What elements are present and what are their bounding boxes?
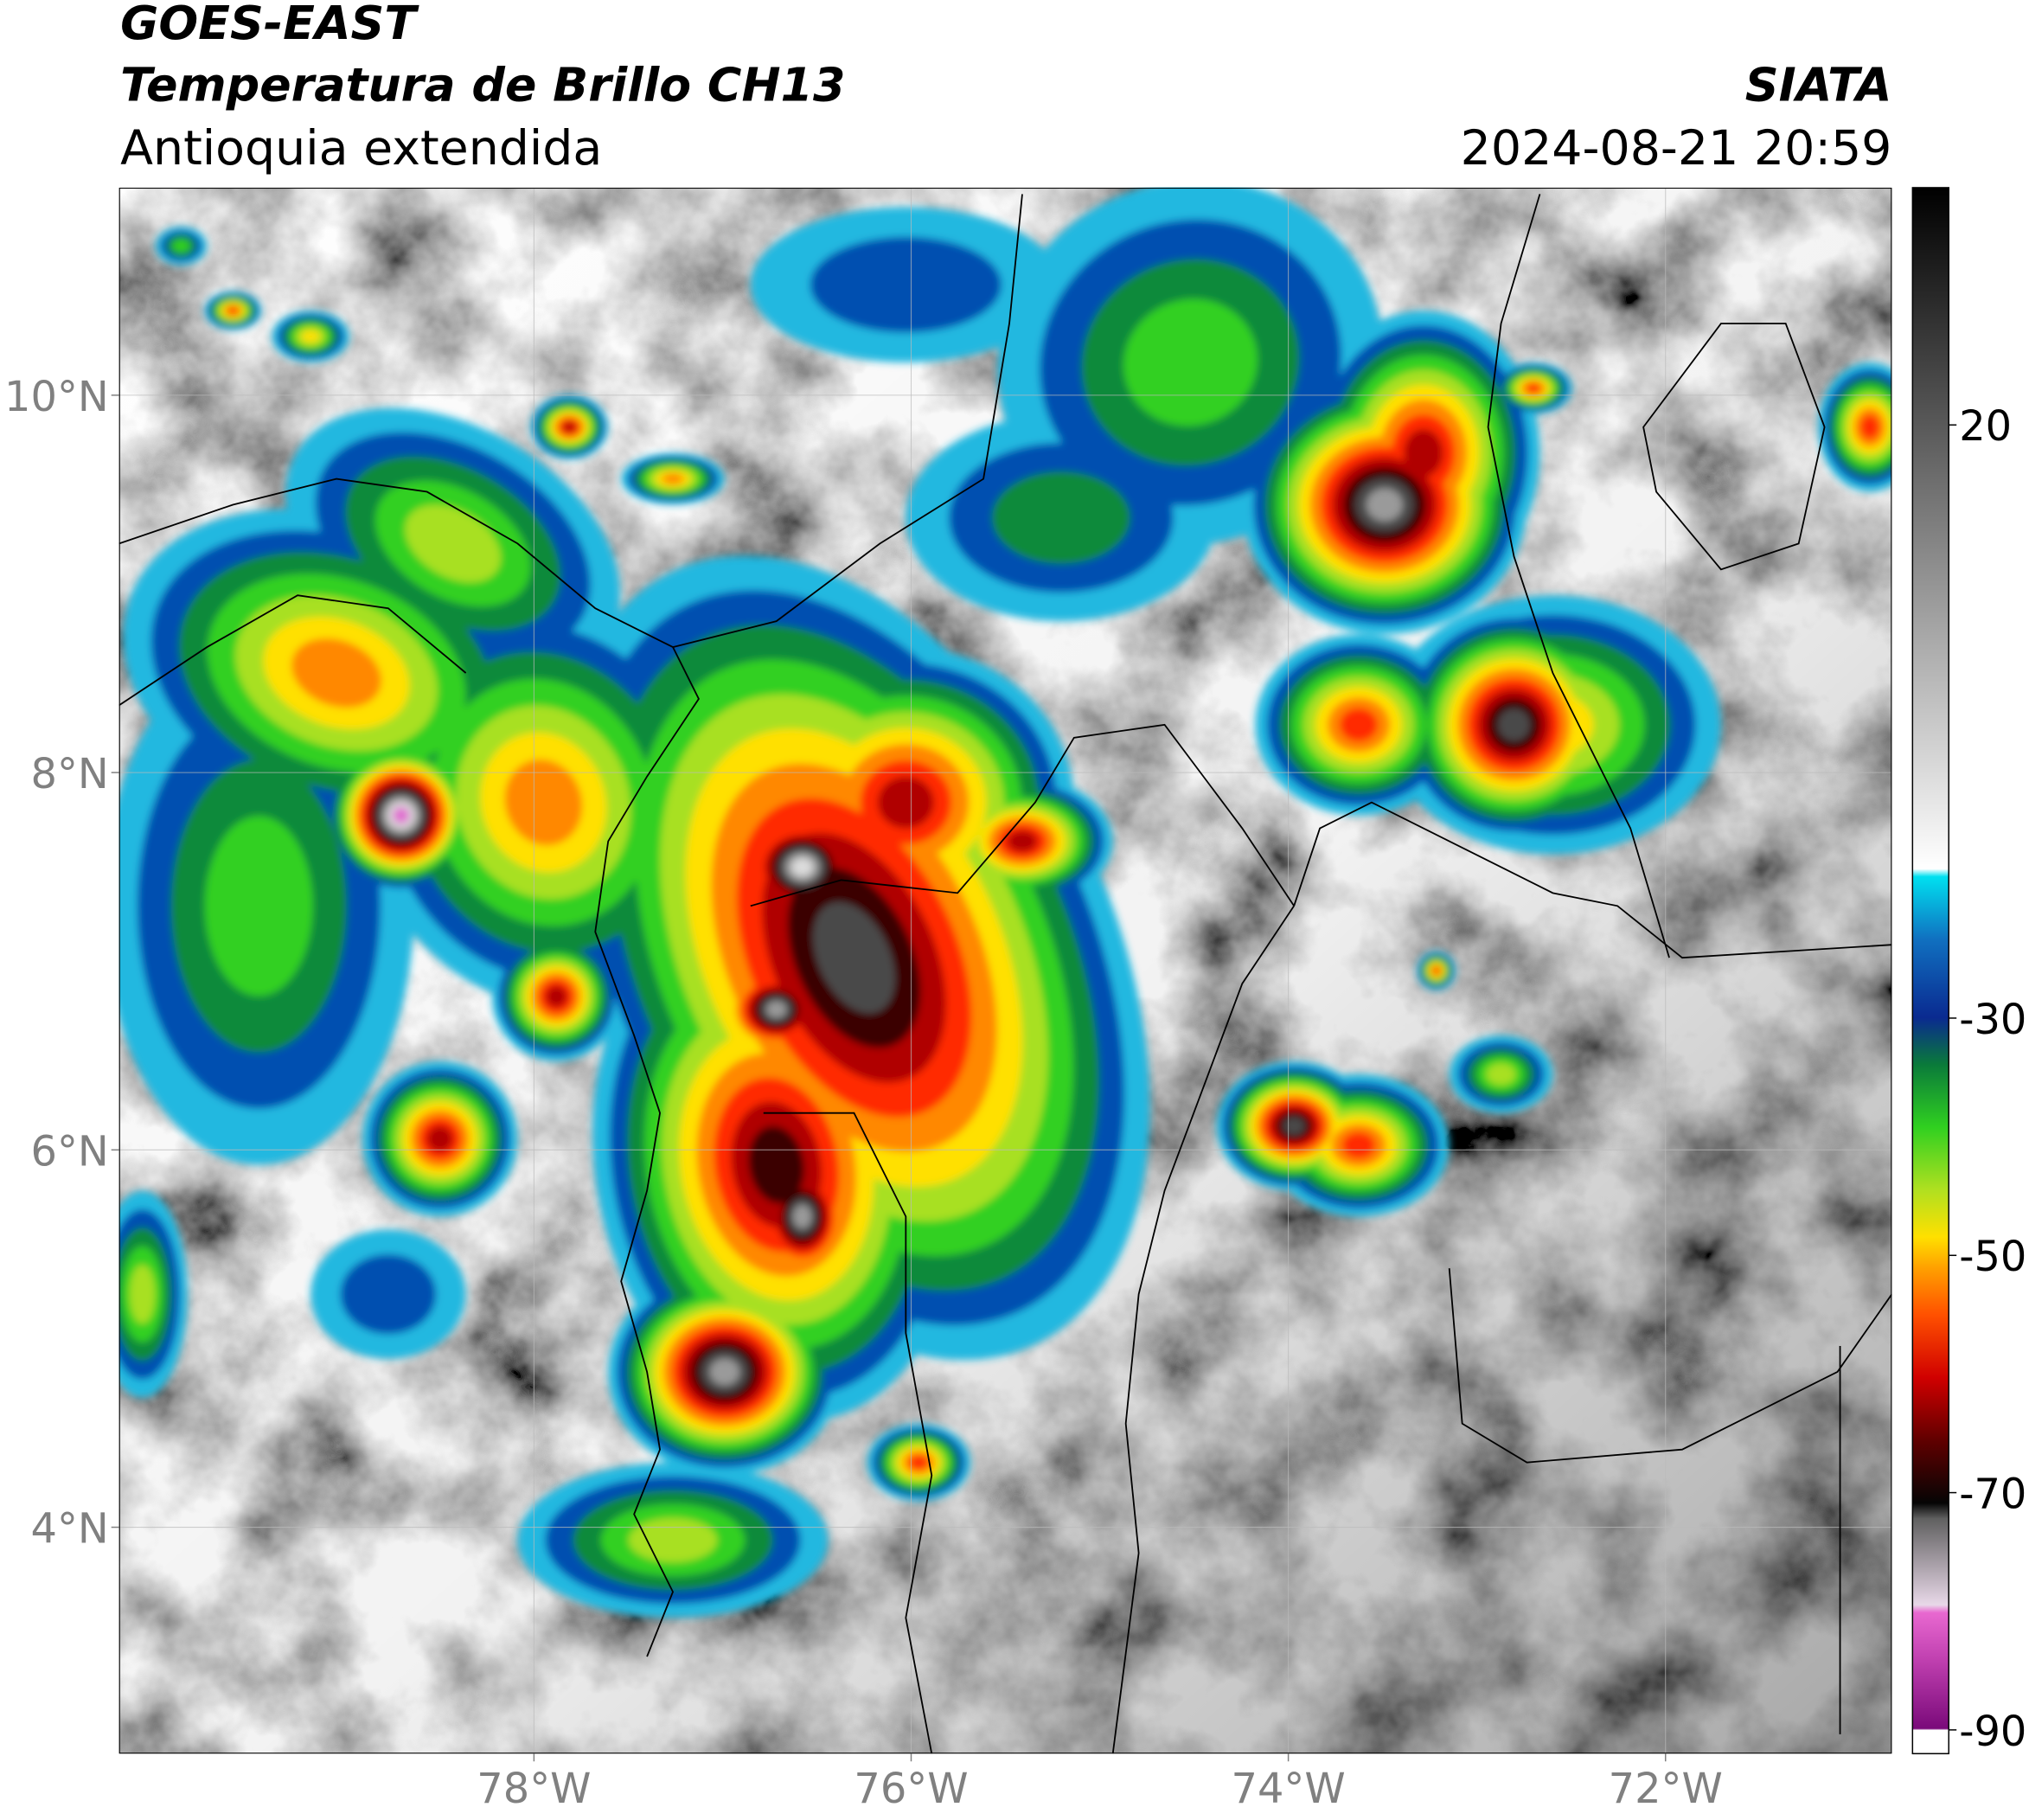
- colorbar-tick-label: -90: [1959, 1708, 2026, 1756]
- storm-contour: [793, 1205, 812, 1228]
- satellite-image: [118, 187, 1892, 1754]
- border: [1111, 905, 1295, 1754]
- border: [1293, 801, 1892, 959]
- x-tick-label: 74°W: [1232, 1766, 1346, 1813]
- storm-contour: [877, 776, 934, 829]
- storm-contour: [628, 1517, 718, 1563]
- colorbar: [1911, 187, 1949, 1755]
- storm-contour: [172, 239, 190, 253]
- storm-contour: [1341, 1131, 1376, 1159]
- satellite-title: GOES-EAST: [120, 0, 419, 50]
- product-title: Temperatura de Brillo CH13: [120, 58, 845, 112]
- storm-contour: [810, 236, 1002, 333]
- storm-contour: [1497, 708, 1531, 741]
- storm-contour: [1283, 1117, 1305, 1135]
- colorbar-tick-label: 20: [1959, 403, 2012, 451]
- storm-contour: [813, 902, 895, 1014]
- storm-contour: [204, 816, 313, 997]
- storm-contour: [791, 857, 813, 876]
- x-tick-label: 76°W: [854, 1766, 968, 1813]
- storm-contour: [662, 473, 684, 484]
- x-tick-label: 72°W: [1609, 1766, 1723, 1813]
- y-tick-label: 6°N: [31, 1128, 109, 1176]
- storm-contour: [748, 1125, 804, 1204]
- storm-contour: [1123, 298, 1258, 426]
- storm-contour: [1339, 708, 1379, 742]
- borders: [118, 194, 1892, 1754]
- source-label: SIATA: [1745, 58, 1892, 112]
- storm-contour: [301, 330, 320, 343]
- storm-contour: [1486, 1062, 1516, 1086]
- border: [1448, 1268, 1892, 1464]
- storm-contour: [909, 1455, 929, 1471]
- storm-contour: [992, 471, 1130, 564]
- storm-contour: [1007, 830, 1038, 852]
- storm-contour: [227, 306, 239, 315]
- storm-contour: [504, 759, 583, 846]
- y-tick-label: 10°N: [4, 374, 109, 421]
- border: [750, 723, 1295, 907]
- storm-contour: [340, 1254, 437, 1335]
- storm-layer: [118, 187, 1892, 1618]
- y-tick-label: 4°N: [31, 1506, 109, 1554]
- storm-contour: [129, 1264, 156, 1324]
- storm-contour: [1526, 383, 1541, 394]
- storm-contour: [545, 985, 567, 1008]
- border: [763, 1112, 933, 1754]
- colorbar-tick-label: -70: [1959, 1471, 2026, 1519]
- y-tick-label: 8°N: [31, 751, 109, 798]
- storm-contour: [766, 1001, 787, 1018]
- storm-contour: [1404, 429, 1443, 477]
- storm-contour: [291, 638, 381, 708]
- storm-contour: [392, 806, 410, 824]
- x-tick-label: 78°W: [477, 1766, 591, 1813]
- border: [1487, 194, 1670, 958]
- axes: 78°W 76°W 74°W 72°W 4°N 6°N 8°N 10°N 20 -30 -50 -70…: [4, 374, 2026, 1813]
- storm-contour: [562, 421, 576, 433]
- storm-contour: [709, 1358, 739, 1386]
- coastline: [672, 194, 1023, 648]
- grid: [118, 187, 1892, 1754]
- storm-contour: [1367, 488, 1403, 522]
- colorbar-tick-label: -30: [1959, 997, 2026, 1044]
- storm-contour: [1859, 414, 1880, 439]
- coastline: [118, 477, 700, 1657]
- storm-contour: [1432, 966, 1440, 975]
- datetime-label: 2024-08-21 20:59: [1461, 121, 1892, 176]
- coastline: [1642, 323, 1826, 571]
- storm-contour: [426, 1125, 453, 1152]
- region-subtitle: Antioquia extendida: [120, 121, 602, 176]
- border: [118, 594, 467, 707]
- storm-contour: [405, 504, 501, 583]
- colorbar-tick-label: -50: [1959, 1234, 2026, 1281]
